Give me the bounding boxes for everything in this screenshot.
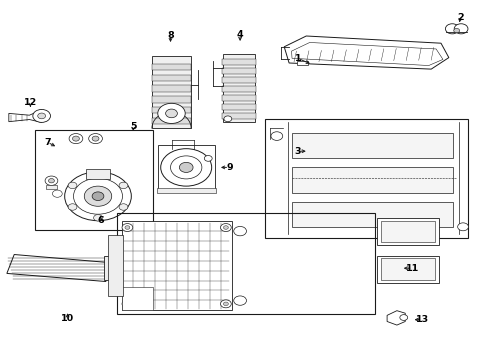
- Text: 10: 10: [61, 314, 74, 323]
- Bar: [86, 169, 110, 179]
- Bar: [265, 119, 468, 238]
- Bar: [109, 268, 118, 278]
- Bar: [152, 85, 191, 92]
- Circle shape: [166, 109, 177, 118]
- Text: 6: 6: [97, 216, 104, 225]
- Circle shape: [52, 190, 62, 197]
- Bar: [104, 256, 116, 280]
- Circle shape: [122, 300, 133, 308]
- Bar: [222, 77, 256, 83]
- Circle shape: [94, 171, 102, 178]
- Bar: [108, 235, 122, 296]
- Bar: [377, 256, 439, 283]
- Bar: [381, 221, 435, 242]
- Text: 2: 2: [457, 13, 464, 22]
- Bar: [152, 56, 191, 128]
- Circle shape: [458, 223, 468, 231]
- Bar: [377, 218, 439, 245]
- Bar: [297, 61, 308, 65]
- Circle shape: [271, 132, 283, 140]
- Text: 13: 13: [416, 315, 429, 324]
- Bar: [152, 118, 191, 124]
- Circle shape: [400, 315, 408, 320]
- Bar: [46, 185, 57, 189]
- Circle shape: [65, 172, 131, 221]
- Bar: [157, 188, 216, 193]
- Circle shape: [234, 226, 246, 236]
- Bar: [152, 64, 191, 70]
- Circle shape: [224, 116, 232, 122]
- Bar: [158, 145, 215, 192]
- Text: 4: 4: [237, 30, 244, 39]
- Bar: [222, 68, 256, 74]
- Bar: [292, 167, 453, 193]
- Text: 3: 3: [294, 147, 301, 156]
- Circle shape: [92, 136, 99, 141]
- Circle shape: [454, 28, 460, 33]
- Circle shape: [89, 134, 102, 144]
- Circle shape: [125, 302, 130, 306]
- Circle shape: [119, 204, 128, 210]
- Circle shape: [179, 162, 193, 172]
- Text: 9: 9: [226, 163, 233, 172]
- Circle shape: [125, 226, 130, 229]
- Bar: [222, 104, 256, 110]
- Circle shape: [234, 296, 246, 305]
- Circle shape: [68, 204, 77, 210]
- Bar: [381, 258, 435, 280]
- Circle shape: [45, 176, 58, 185]
- Circle shape: [69, 134, 83, 144]
- Circle shape: [223, 302, 228, 306]
- Polygon shape: [284, 36, 449, 69]
- Circle shape: [171, 156, 202, 179]
- Circle shape: [119, 182, 128, 189]
- Circle shape: [454, 24, 468, 34]
- Circle shape: [204, 156, 212, 161]
- Circle shape: [223, 226, 228, 229]
- Polygon shape: [9, 110, 42, 122]
- Bar: [222, 95, 256, 101]
- Circle shape: [161, 149, 212, 186]
- Text: 8: 8: [167, 31, 174, 40]
- Circle shape: [220, 224, 231, 231]
- Bar: [152, 96, 191, 103]
- Circle shape: [92, 192, 104, 201]
- Bar: [222, 59, 256, 65]
- Text: 1: 1: [294, 54, 301, 63]
- Bar: [222, 113, 256, 119]
- Polygon shape: [7, 255, 110, 282]
- Text: 7: 7: [44, 138, 51, 147]
- Text: 12: 12: [24, 98, 37, 107]
- Bar: [152, 107, 191, 113]
- Circle shape: [38, 113, 46, 119]
- Circle shape: [122, 224, 133, 231]
- Bar: [152, 75, 191, 81]
- Polygon shape: [387, 311, 405, 325]
- Bar: [122, 287, 153, 310]
- Circle shape: [94, 215, 102, 221]
- Circle shape: [74, 178, 122, 214]
- Text: 11: 11: [406, 264, 419, 273]
- Bar: [222, 86, 256, 92]
- Text: 5: 5: [130, 122, 137, 131]
- Bar: [223, 54, 255, 122]
- Bar: [35, 130, 153, 230]
- Circle shape: [158, 103, 185, 123]
- Circle shape: [220, 300, 231, 308]
- Circle shape: [84, 186, 112, 206]
- Circle shape: [73, 136, 79, 141]
- Bar: [117, 213, 375, 314]
- Circle shape: [49, 179, 54, 183]
- Circle shape: [445, 24, 459, 34]
- Circle shape: [33, 109, 50, 122]
- Bar: [292, 202, 453, 227]
- Bar: [292, 133, 453, 158]
- Bar: [122, 221, 232, 310]
- Circle shape: [68, 182, 77, 189]
